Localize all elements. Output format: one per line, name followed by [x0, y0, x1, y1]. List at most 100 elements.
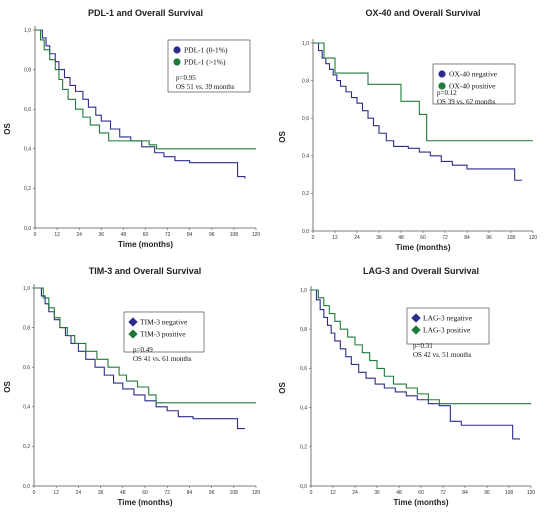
chart-1-annotation-line: OS 51 vs. 39 months [176, 83, 235, 91]
chart-2-x-tick-label: 96 [486, 235, 492, 241]
chart-1-annotation-line: p=0.95 [176, 74, 196, 82]
chart-4-legend-box [406, 307, 490, 345]
chart-2-y-axis-label: OS [278, 131, 287, 143]
chart-4-x-tick-label: 0 [310, 490, 313, 496]
chart-svg-pdl1: PDL-1 and Overall Survival 0 12 24 36 48 60 72 8… [3, 8, 261, 249]
chart-2-annotation-line: OS 39 vs. 62 months [437, 98, 496, 106]
chart-4-y-tick-label: 0,0 [300, 484, 307, 490]
chart-2-y-tick-label: 0,0 [302, 229, 309, 235]
chart-1-y-axis-label: OS [3, 123, 12, 135]
chart-2-x-tick-label: 120 [529, 235, 538, 241]
chart-svg-ox40: OX-40 and Overall Survival 0 12 24 36 48 60 72 8… [278, 8, 538, 252]
chart-4-y-axis-label: OS [278, 382, 287, 394]
chart-1-x-tick-label: 96 [209, 232, 215, 238]
chart-4-title: LAG-3 and Overall Survival [363, 266, 479, 276]
chart-1-y-tick-label: 1,0 [24, 28, 31, 34]
chart-3-x-tick-label: 48 [120, 490, 126, 496]
chart-panel-ox40: OX-40 and Overall Survival 0 12 24 36 48 60 72 8… [275, 0, 550, 264]
chart-1-x-tick-label: 84 [187, 232, 193, 238]
chart-panel-pdl1: PDL-1 and Overall Survival 0 12 24 36 48 60 72 8… [0, 0, 275, 264]
chart-3-y-tick-label: 0,0 [23, 484, 30, 490]
chart-2-title: OX-40 and Overall Survival [365, 8, 480, 18]
chart-2-series-line-1 [313, 42, 522, 181]
chart-1-x-tick-label: 12 [54, 232, 60, 238]
chart-2-legend-label: OX-40 negative [449, 70, 498, 79]
chart-svg-tim3: TIM-3 and Overall Survival 0 12 24 36 48 60 72 8… [3, 266, 261, 507]
chart-1-x-tick-label: 48 [121, 232, 127, 238]
chart-4-x-tick-label: 36 [374, 490, 380, 496]
chart-2-x-tick-label: 108 [507, 235, 516, 241]
chart-4-legend-label: LAG-3 positive [423, 326, 471, 335]
chart-1-y-tick-label: 0,6 [24, 107, 31, 113]
chart-3-annotation-line: p=0.49 [133, 346, 153, 354]
chart-1-x-tick-label: 108 [230, 232, 239, 238]
chart-3-y-tick-label: 0,6 [23, 365, 30, 371]
chart-1-legend-label: PDL-1 (>1%) [184, 58, 226, 67]
chart-4-series-line-2 [311, 289, 531, 405]
chart-4-y-tick-label: 0,2 [300, 445, 307, 451]
chart-2-x-axis-label: Time (months) [396, 243, 451, 252]
chart-2-legend-marker [438, 70, 446, 78]
chart-3-x-tick-label: 84 [187, 490, 193, 496]
chart-4-x-tick-label: 60 [418, 490, 424, 496]
chart-3-y-axis-label: OS [3, 381, 12, 393]
chart-4-y-tick-label: 0,8 [300, 327, 307, 333]
chart-1-legend-label: PDL-1 (0-1%) [184, 46, 228, 55]
chart-4-x-tick-label: 72 [440, 490, 446, 496]
chart-4-legend-label: LAG-3 negative [423, 314, 473, 323]
chart-4-series-line-1 [311, 289, 520, 440]
chart-4-x-tick-label: 48 [396, 490, 402, 496]
chart-2-x-tick-label: 0 [312, 235, 315, 241]
chart-1-legend-box [167, 39, 251, 93]
chart-4-x-tick-label: 84 [462, 490, 468, 496]
chart-4-x-tick-label: 120 [527, 490, 536, 496]
chart-4-x-tick-label: 24 [352, 490, 358, 496]
chart-3-x-tick-label: 24 [76, 490, 82, 496]
chart-3-legend-label: TIM-3 positive [140, 330, 186, 339]
chart-2-legend-box [432, 63, 516, 105]
chart-2-x-tick-label: 72 [442, 235, 448, 241]
chart-1-y-tick-label: 0,8 [24, 67, 31, 73]
chart-1-x-tick-label: 72 [165, 232, 171, 238]
chart-3-series-line-2 [34, 287, 256, 404]
chart-3-x-tick-label: 96 [209, 490, 215, 496]
chart-1-legend-marker [173, 58, 181, 66]
chart-3-title: TIM-3 and Overall Survival [89, 266, 202, 276]
chart-4-x-tick-label: 12 [330, 490, 336, 496]
chart-1-y-tick-label: 0,0 [24, 226, 31, 232]
chart-3-x-tick-label: 12 [53, 490, 59, 496]
chart-2-legend-marker [438, 82, 446, 90]
chart-2-y-tick-label: 0,2 [302, 191, 309, 197]
chart-2-x-tick-label: 48 [398, 235, 404, 241]
chart-3-y-tick-label: 0,2 [23, 444, 30, 450]
chart-1-legend-marker [173, 46, 181, 54]
chart-3-legend-box [123, 311, 205, 353]
chart-2-y-tick-label: 1,0 [302, 41, 309, 47]
chart-3-x-tick-label: 60 [142, 490, 148, 496]
chart-3-x-tick-label: 120 [252, 490, 261, 496]
chart-2-y-tick-label: 0,4 [302, 154, 309, 160]
chart-2-x-tick-label: 36 [376, 235, 382, 241]
chart-3-legend-label: TIM-3 negative [140, 318, 188, 327]
chart-1-series-line-1 [35, 29, 246, 179]
chart-4-y-tick-label: 0,4 [300, 405, 307, 411]
chart-2-y-tick-label: 0,6 [302, 116, 309, 122]
chart-1-y-tick-label: 0,2 [24, 186, 31, 192]
chart-1-x-tick-label: 60 [143, 232, 149, 238]
chart-3-y-tick-label: 1,0 [23, 286, 30, 292]
chart-panel-tim3: TIM-3 and Overall Survival 0 12 24 36 48 60 72 8… [0, 264, 275, 529]
chart-4-annotation-line: OS 42 vs. 51 months [413, 351, 472, 359]
chart-1-x-tick-label: 120 [252, 232, 261, 238]
chart-4-y-tick-label: 0,6 [300, 366, 307, 372]
chart-2-series-line-2 [313, 42, 533, 142]
chart-2-x-tick-label: 84 [464, 235, 470, 241]
chart-svg-lag3: LAG-3 and Overall Survival 0 12 24 36 48 60 72 8… [278, 266, 536, 507]
chart-3-y-tick-label: 0,4 [23, 405, 30, 411]
chart-1-series-line-2 [35, 29, 256, 150]
chart-1-x-tick-label: 36 [99, 232, 105, 238]
chart-1-x-tick-label: 24 [76, 232, 82, 238]
chart-1-title: PDL-1 and Overall Survival [88, 8, 203, 18]
chart-3-x-tick-label: 72 [164, 490, 170, 496]
chart-3-x-tick-label: 108 [230, 490, 239, 496]
chart-3-y-tick-label: 0,8 [23, 325, 30, 331]
